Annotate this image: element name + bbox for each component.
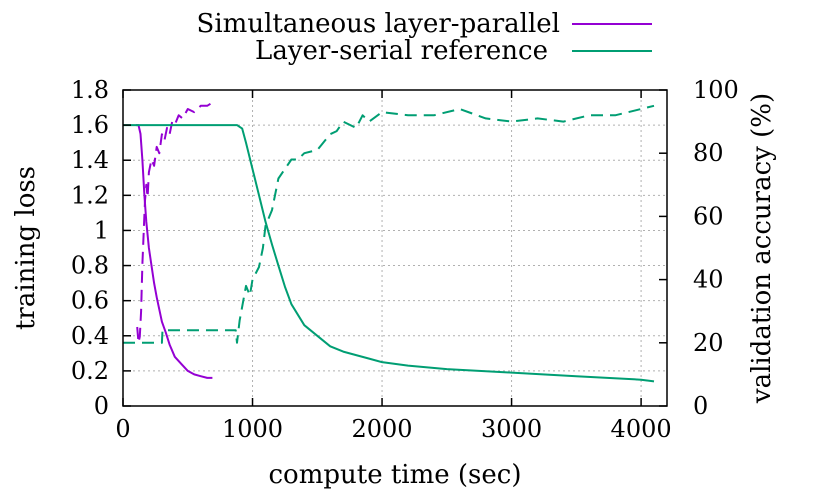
series-loss-simultaneous — [136, 124, 213, 379]
y-tick-label: 0 — [94, 392, 109, 420]
series-layer — [123, 101, 655, 383]
x-tick-label: 0 — [115, 415, 130, 443]
y-axis-label: training loss — [11, 166, 41, 330]
x-tick-label: 2000 — [352, 415, 413, 443]
y2-axis-label: validation accuracy (%) — [747, 93, 777, 404]
series-accuracy-serial — [123, 104, 655, 344]
grid-lines — [123, 90, 667, 406]
y2-tick-label: 80 — [693, 139, 724, 167]
x-tick-label: 3000 — [481, 415, 542, 443]
y-tick-label: 1.6 — [71, 111, 109, 139]
axis-ticks: 0 1000 2000 3000 400000.20.40.60.811.21.41.6… — [71, 76, 739, 443]
x-axis-label: compute time (sec) — [268, 460, 521, 490]
y-tick-label: 1.2 — [71, 181, 109, 209]
legend-label-simultaneous: Simultaneous layer-parallel — [197, 9, 560, 39]
series-loss-serial — [123, 124, 655, 383]
legend-label-serial: Layer-serial reference — [255, 36, 548, 66]
y2-tick-label: 20 — [693, 329, 724, 357]
y2-tick-label: 60 — [693, 202, 724, 230]
x-tick-label: 4000 — [611, 415, 672, 443]
y-tick-label: 0.2 — [71, 357, 109, 385]
plot-frame — [122, 89, 668, 407]
y2-tick-label: 0 — [693, 392, 708, 420]
y-tick-label: 1.8 — [71, 76, 109, 104]
y-tick-label: 1.4 — [71, 146, 109, 174]
y2-tick-label: 40 — [693, 266, 724, 294]
y-tick-label: 1 — [94, 216, 109, 244]
y-tick-label: 0.8 — [71, 252, 109, 280]
y-tick-label: 0.6 — [71, 287, 109, 315]
series-accuracy-simultaneous — [136, 101, 213, 344]
legend: Simultaneous layer-parallel Layer-serial… — [197, 9, 652, 66]
x-tick-label: 1000 — [222, 415, 283, 443]
y2-tick-label: 100 — [693, 76, 739, 104]
y-tick-label: 0.4 — [71, 322, 109, 350]
